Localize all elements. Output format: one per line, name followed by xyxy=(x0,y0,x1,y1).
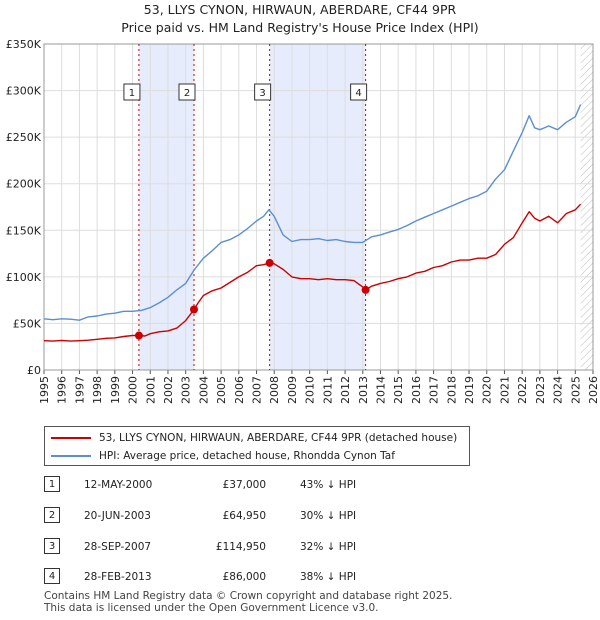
x-tick-label: 2006 xyxy=(233,376,246,404)
x-tick-label: 2004 xyxy=(197,376,210,404)
sale-number-label: 3 xyxy=(259,88,265,99)
legend-swatch-hpi xyxy=(51,455,91,457)
transaction-price: £114,950 xyxy=(215,541,266,553)
x-tick-label: 2020 xyxy=(481,376,494,404)
y-tick-label: £0 xyxy=(27,364,41,377)
x-tick-label: 1997 xyxy=(73,376,86,404)
legend-label-property: 53, LLYS CYNON, HIRWAUN, ABERDARE, CF44 … xyxy=(99,432,458,444)
sale-point xyxy=(265,258,274,267)
legend: 53, LLYS CYNON, HIRWAUN, ABERDARE, CF44 … xyxy=(44,426,470,466)
x-tick-label: 2025 xyxy=(569,376,582,404)
x-tick-label: 2012 xyxy=(339,376,352,404)
x-tick-label: 2002 xyxy=(162,376,175,404)
x-tick-label: 1999 xyxy=(109,376,122,404)
licence-notice: This data is licensed under the Open Gov… xyxy=(44,602,379,614)
transaction-hpi: 32% ↓ HPI xyxy=(300,541,357,553)
x-tick-label: 2009 xyxy=(286,376,299,404)
transaction-date: 20-JUN-2003 xyxy=(84,510,151,522)
sale-number-box xyxy=(350,83,368,101)
legend-label-hpi: HPI: Average price, detached house, Rhon… xyxy=(99,450,395,462)
sale-point xyxy=(190,305,199,314)
x-tick-label: 2026 xyxy=(587,376,600,404)
sale-point xyxy=(361,285,370,294)
x-tick-label: 2013 xyxy=(357,376,370,404)
table-row: 3 28-SEP-2007 £114,950 32% ↓ HPI xyxy=(0,538,600,558)
transaction-price: £64,950 xyxy=(222,510,266,522)
sale-number-label: 1 xyxy=(129,88,135,99)
future-hatch xyxy=(580,44,593,370)
x-tick-label: 2018 xyxy=(445,376,458,404)
plot-border xyxy=(43,43,594,371)
transaction-hpi: 43% ↓ HPI xyxy=(300,479,357,491)
sale-number-box xyxy=(254,83,272,101)
y-tick-label: £50K xyxy=(13,317,42,330)
table-row: 1 12-MAY-2000 £37,000 43% ↓ HPI xyxy=(0,476,600,496)
table-row: 2 20-JUN-2003 £64,950 30% ↓ HPI xyxy=(0,507,600,527)
x-tick-label: 2015 xyxy=(392,376,405,404)
transaction-price: £86,000 xyxy=(222,571,266,583)
hpi-series-line xyxy=(43,104,582,321)
x-tick-label: 2008 xyxy=(268,376,281,404)
transaction-number: 2 xyxy=(44,507,60,523)
transaction-date: 28-FEB-2013 xyxy=(84,571,152,583)
x-tick-label: 1996 xyxy=(56,376,69,404)
x-tick-label: 2019 xyxy=(463,376,476,404)
transaction-number: 1 xyxy=(44,476,60,492)
x-tick-label: 2011 xyxy=(321,376,334,404)
x-tick-label: 2023 xyxy=(534,376,547,404)
x-tick-label: 2010 xyxy=(304,376,317,404)
x-tick-label: 1995 xyxy=(38,376,51,404)
transaction-date: 28-SEP-2007 xyxy=(84,541,152,553)
x-tick-label: 2021 xyxy=(498,376,511,404)
y-tick-label: £100K xyxy=(6,271,42,284)
table-row: 4 28-FEB-2013 £86,000 38% ↓ HPI xyxy=(0,568,600,588)
chart-subtitle: Price paid vs. HM Land Registry's House … xyxy=(121,20,479,35)
x-tick-label: 2016 xyxy=(410,376,423,404)
sale-number-box xyxy=(123,83,141,101)
shaded-range xyxy=(269,44,366,370)
price-chart: £0 £50K £100K £150K £200K £250K £300K £350K 1995… xyxy=(6,38,600,404)
y-tick-label: £200K xyxy=(6,178,42,191)
x-tick-label: 2000 xyxy=(127,376,140,404)
transaction-hpi: 30% ↓ HPI xyxy=(300,510,357,522)
x-tick-label: 2003 xyxy=(180,376,193,404)
transaction-date: 12-MAY-2000 xyxy=(84,479,153,491)
y-tick-label: £300K xyxy=(6,85,42,98)
y-tick-label: £250K xyxy=(6,131,42,144)
copyright-notice: Contains HM Land Registry data © Crown c… xyxy=(44,590,453,602)
y-tick-label: £350K xyxy=(6,38,42,51)
x-tick-label: 2005 xyxy=(215,376,228,404)
sale-number-box xyxy=(178,83,196,101)
x-tick-label: 2024 xyxy=(552,376,565,404)
footer: Contains HM Land Registry data © Crown c… xyxy=(44,590,452,614)
x-tick-label: 2022 xyxy=(516,376,529,404)
x-tick-label: 2001 xyxy=(144,376,157,404)
transaction-number: 4 xyxy=(44,568,60,584)
transaction-price: £37,000 xyxy=(222,479,266,491)
sale-number-label: 2 xyxy=(184,88,190,99)
y-tick-label: £150K xyxy=(6,224,42,237)
transaction-number: 3 xyxy=(44,538,60,554)
sale-number-label: 4 xyxy=(355,88,361,99)
x-tick-label: 1998 xyxy=(91,376,104,404)
transaction-hpi: 38% ↓ HPI xyxy=(300,571,357,583)
legend-item-hpi: HPI: Average price, detached house, Rhon… xyxy=(51,448,395,464)
legend-item-property: 53, LLYS CYNON, HIRWAUN, ABERDARE, CF44 … xyxy=(51,430,457,446)
x-tick-label: 2007 xyxy=(251,376,264,404)
chart-title: 53, LLYS CYNON, HIRWAUN, ABERDARE, CF44 … xyxy=(143,2,457,17)
x-tick-label: 2017 xyxy=(428,376,441,404)
x-tick-label: 2014 xyxy=(374,376,387,404)
legend-swatch-property xyxy=(51,437,91,439)
sale-point xyxy=(134,331,143,340)
